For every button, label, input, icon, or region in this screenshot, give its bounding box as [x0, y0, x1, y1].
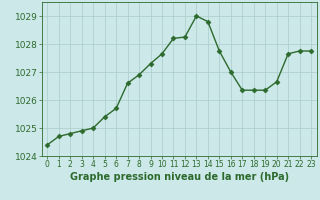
X-axis label: Graphe pression niveau de la mer (hPa): Graphe pression niveau de la mer (hPa) — [70, 172, 289, 182]
